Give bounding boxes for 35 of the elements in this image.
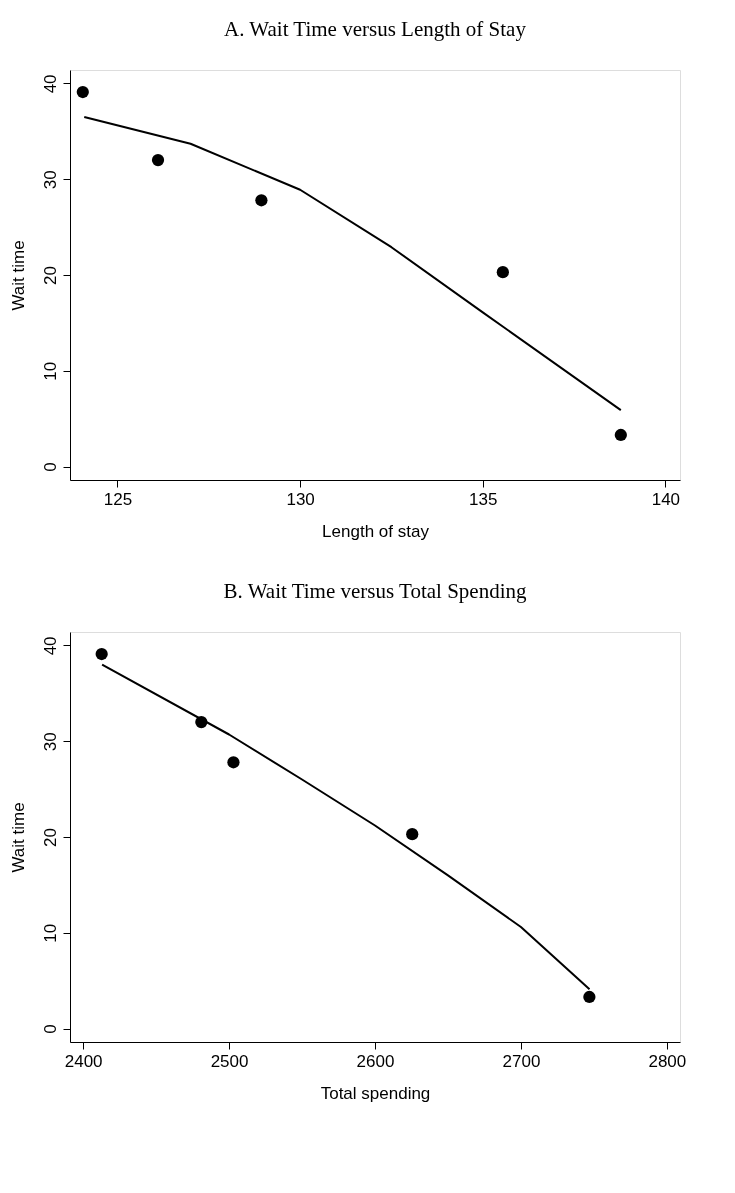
x-tick-label: 2800 [648, 1051, 687, 1071]
y-tick-label: 30 [40, 170, 60, 190]
point [406, 828, 419, 841]
y-tick-label: 40 [40, 74, 60, 94]
y-tick-label: 0 [40, 1024, 60, 1034]
x-tick-label: 140 [651, 489, 681, 509]
y-axis-title: Wait time [8, 802, 28, 873]
y-tick-label: 20 [40, 828, 60, 847]
x-tick-label: 130 [286, 489, 315, 509]
point [583, 990, 596, 1004]
x-tick-label: 2600 [356, 1051, 395, 1071]
point [614, 428, 627, 442]
point [151, 153, 165, 167]
point [255, 194, 268, 207]
y-tick-label: 20 [40, 266, 60, 285]
point [95, 647, 108, 661]
line-series [83, 115, 622, 412]
y-tick-label: 10 [40, 923, 60, 943]
y-tick-label: 10 [40, 361, 60, 381]
point [496, 266, 509, 279]
chart-title: A. Wait Time versus Length of Stay [224, 17, 527, 41]
y-axis-title: Wait time [8, 240, 28, 311]
x-tick-label: 2400 [64, 1051, 103, 1071]
x-tick-label: 135 [469, 489, 498, 509]
chart-title: B. Wait Time versus Total Spending [223, 579, 527, 603]
x-tick-label: 125 [103, 489, 133, 509]
x-axis-title: Length of stay [322, 521, 430, 541]
x-axis-title: Total spending [320, 1083, 431, 1103]
point [227, 756, 240, 769]
y-tick-label: 40 [40, 636, 60, 656]
y-tick-label: 30 [40, 732, 60, 752]
y-tick-label: 0 [40, 462, 60, 472]
point [76, 85, 89, 99]
x-tick-label: 2500 [210, 1051, 249, 1071]
x-tick-label: 2700 [502, 1051, 541, 1071]
